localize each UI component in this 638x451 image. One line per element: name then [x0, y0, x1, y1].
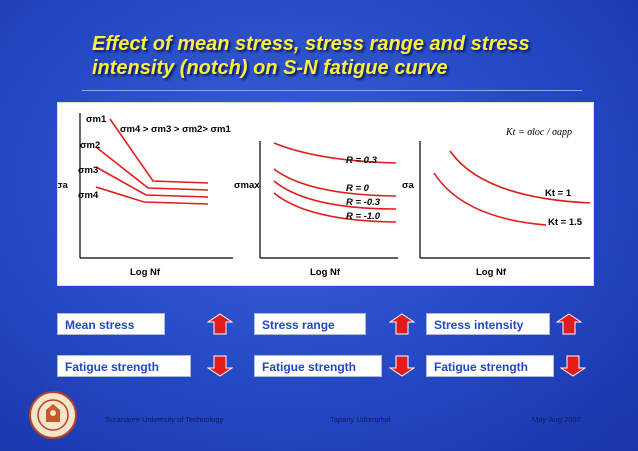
p2-label-r03: R = 0.3: [346, 155, 378, 166]
p1-relation: σm4 > σm3 > σm2> σm1: [120, 124, 231, 135]
title-divider: [82, 90, 582, 91]
fatigue-strength-box-1: Fatigue strength: [57, 355, 191, 377]
fatigue-strength-down-arrow-icon-2: [389, 355, 415, 377]
sn-curves-figure: σa σm1 σm2 σm3 σm4 σm4 > σm3 > σm2> σm1 …: [57, 102, 594, 286]
p3-label-kt15: Kt = 1.5: [548, 217, 583, 228]
p3-curve-kt1: [449, 150, 591, 204]
p2-label-rm10: R = -1.0: [346, 211, 381, 222]
p2-xlabel: Log Nf: [310, 267, 341, 278]
mean-stress-box: Mean stress: [57, 313, 165, 335]
p3-label-kt1: Kt = 1: [545, 188, 572, 199]
p1-ylabel: σa: [58, 180, 68, 191]
fatigue-strength-down-arrow-icon-1: [207, 355, 233, 377]
p1-xlabel: Log Nf: [130, 267, 161, 278]
p2-curve-r03: [273, 142, 397, 164]
p3-curve-kt15: [433, 172, 547, 226]
p1-curve-m4: [95, 186, 209, 205]
panel-stress-intensity: σa Kt = σloc / σapp Kt = 1 Kt = 1.5 Log …: [402, 127, 591, 278]
p2-label-rm03: R = -0.3: [346, 197, 381, 208]
sn-curves-svg: σa σm1 σm2 σm3 σm4 σm4 > σm3 > σm2> σm1 …: [58, 113, 591, 278]
p1-curve-m2: [95, 146, 209, 191]
p2-label-r0: R = 0: [346, 183, 370, 194]
p3-formula: Kt = σloc / σapp: [505, 127, 572, 138]
stress-intensity-up-arrow-icon: [556, 313, 582, 335]
p1-curve-m1: [109, 118, 209, 184]
p2-curve-rm10: [273, 192, 397, 223]
slide-title: Effect of mean stress, stress range and …: [92, 33, 530, 79]
p1-label-m1: σm1: [86, 114, 107, 125]
panel-stress-range: σmax R = 0.3 R = 0 R = -0.3 R = -1.0 Log…: [234, 141, 398, 278]
university-logo-icon: [29, 391, 77, 439]
p1-label-m4: σm4: [78, 190, 99, 201]
footer-author: Tapany Udomphol: [330, 415, 391, 424]
p1-curve-m3: [95, 166, 209, 198]
p1-label-m2: σm2: [80, 140, 100, 151]
p1-label-m3: σm3: [78, 165, 98, 176]
panel-mean-stress: σa σm1 σm2 σm3 σm4 σm4 > σm3 > σm2> σm1 …: [58, 113, 233, 278]
footer-date: May-Aug 2007: [532, 415, 581, 424]
p2-curve-rm03: [273, 180, 397, 210]
mean-stress-up-arrow-icon: [207, 313, 233, 335]
p3-xlabel: Log Nf: [476, 267, 507, 278]
fatigue-strength-box-3: Fatigue strength: [426, 355, 554, 377]
stress-range-up-arrow-icon: [389, 313, 415, 335]
stress-range-box: Stress range: [254, 313, 366, 335]
stress-intensity-box: Stress intensity: [426, 313, 550, 335]
p2-ylabel: σmax: [234, 180, 260, 191]
footer-institution: Suranaree University of Technology: [105, 415, 224, 424]
p3-ylabel: σa: [402, 180, 414, 191]
p2-curve-r0: [273, 168, 397, 197]
fatigue-strength-down-arrow-icon-3: [560, 355, 586, 377]
fatigue-strength-box-2: Fatigue strength: [254, 355, 382, 377]
